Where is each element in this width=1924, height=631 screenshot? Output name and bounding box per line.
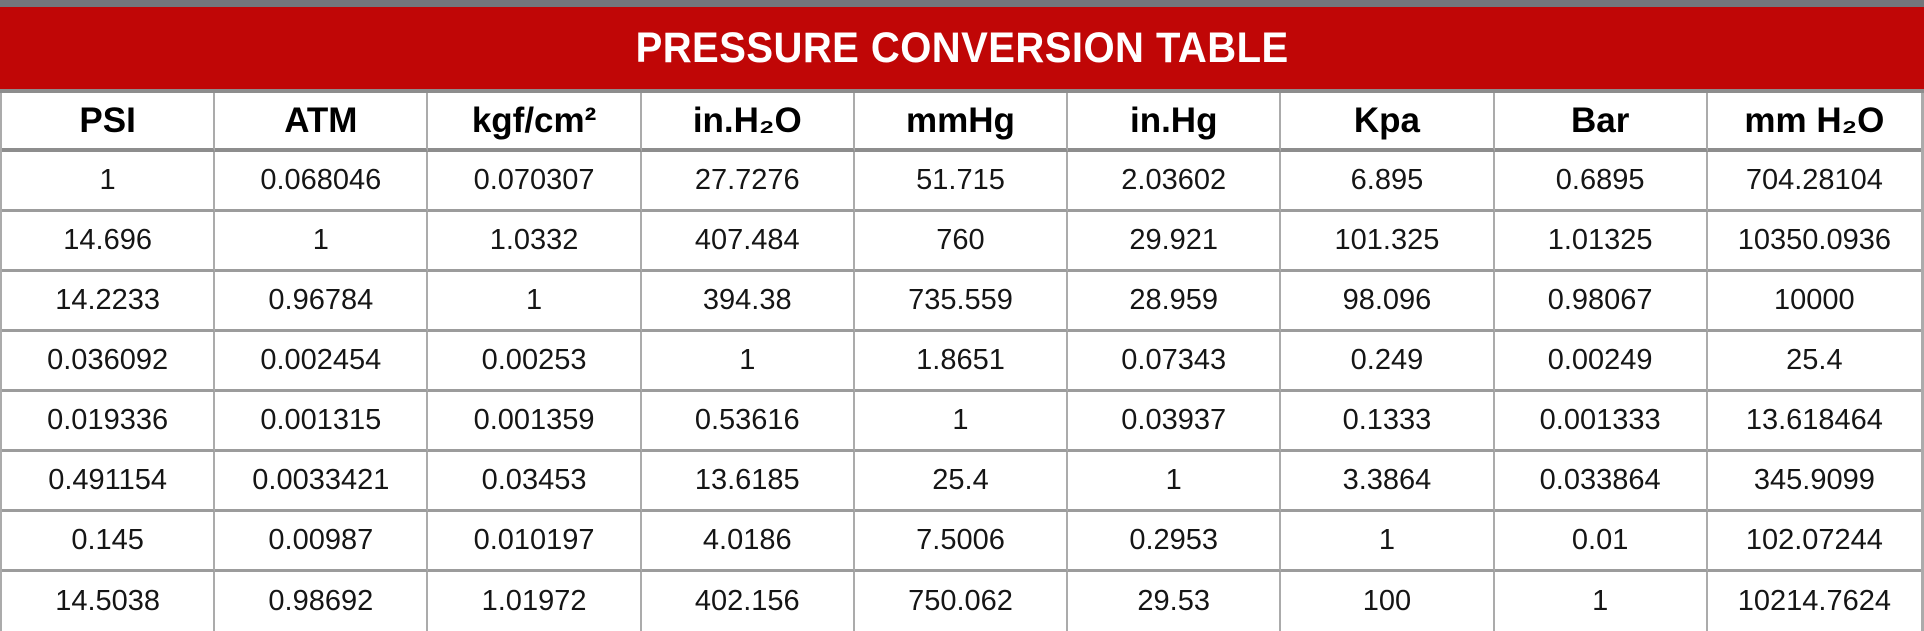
column-header: Kpa <box>1281 93 1495 152</box>
table-cell: 10000 <box>1707 272 1921 332</box>
table-cell: 2.03602 <box>1068 152 1282 212</box>
table-cell: 102.07244 <box>1707 512 1921 572</box>
table-cell: 0.96784 <box>215 272 429 332</box>
table-cell: 29.53 <box>1068 572 1282 631</box>
table-cell: 1 <box>215 212 429 272</box>
table-cell: 1 <box>1068 452 1282 512</box>
table-cell: 735.559 <box>854 272 1069 332</box>
table-cell: 0.53616 <box>641 392 855 452</box>
table-cell: 0.010197 <box>428 512 642 572</box>
column-header: mmHg <box>854 93 1069 152</box>
table-cell: 1 <box>1495 572 1708 631</box>
table-cell: 0.07343 <box>1068 332 1282 392</box>
table-cell: 13.6185 <box>641 452 855 512</box>
table-cell: 0.001315 <box>215 392 429 452</box>
table-cell: 6.895 <box>1281 152 1495 212</box>
table-cell: 0.070307 <box>428 152 642 212</box>
table-cell: 407.484 <box>641 212 855 272</box>
table-cell: 0.03453 <box>428 452 642 512</box>
table-cell: 402.156 <box>642 572 855 631</box>
column-header: in.Hg <box>1068 93 1282 152</box>
table-cell: 98.096 <box>1281 272 1495 332</box>
table-cell: 25.4 <box>1707 332 1921 392</box>
column-header: Bar <box>1494 93 1708 152</box>
table-cell: 1 <box>2 152 216 212</box>
table-cell: 0.98067 <box>1494 272 1708 332</box>
table-cell: 101.325 <box>1281 212 1495 272</box>
table-cell: 0.0033421 <box>215 452 429 512</box>
table-cell: 0.033864 <box>1494 452 1708 512</box>
table-cell: 10350.0936 <box>1707 212 1921 272</box>
top-border-strip <box>0 0 1924 7</box>
table-cell: 1.01325 <box>1494 212 1708 272</box>
table-cell: 25.4 <box>854 452 1069 512</box>
table-cell: 0.036092 <box>2 332 216 392</box>
table-cell: 0.019336 <box>2 392 216 452</box>
table-cell: 28.959 <box>1068 272 1282 332</box>
column-header: mm H₂O <box>1707 93 1921 152</box>
table-cell: 0.98692 <box>215 572 429 631</box>
table-cell: 0.1333 <box>1281 392 1495 452</box>
table-cell: 0.001333 <box>1494 392 1708 452</box>
table-cell: 1 <box>428 272 642 332</box>
conversion-table: PSI ATM kgf/cm² in.H₂O mmHg in.Hg Kpa Bar mm H₂O… <box>0 93 1924 631</box>
table-cell: 7.5006 <box>854 512 1069 572</box>
table-cell: 1 <box>641 332 855 392</box>
table-cell: 1 <box>854 392 1069 452</box>
table-cell: 0.03937 <box>1068 392 1282 452</box>
table-cell: 0.145 <box>2 512 216 572</box>
table-cell: 704.28104 <box>1707 152 1921 212</box>
table-cell: 750.062 <box>855 572 1069 631</box>
table-cell: 345.9099 <box>1707 452 1921 512</box>
table-cell: 0.001359 <box>428 392 642 452</box>
table-cell: 0.6895 <box>1494 152 1708 212</box>
table-cell: 0.491154 <box>2 452 216 512</box>
table-cell: 1 <box>1281 512 1495 572</box>
table-cell: 0.00253 <box>428 332 642 392</box>
table-cell: 760 <box>854 212 1069 272</box>
table-cell: 29.921 <box>1068 212 1282 272</box>
table-cell: 1.8651 <box>854 332 1069 392</box>
table-cell: 0.249 <box>1281 332 1495 392</box>
table-cell: 4.0186 <box>641 512 855 572</box>
table-cell: 13.618464 <box>1707 392 1921 452</box>
table-cell: 0.00987 <box>215 512 429 572</box>
column-header: kgf/cm² <box>428 93 642 152</box>
table-cell: 100 <box>1281 572 1495 631</box>
column-header: ATM <box>215 93 429 152</box>
table-cell: 3.3864 <box>1281 452 1495 512</box>
table-cell: 14.2233 <box>2 272 216 332</box>
table-cell: 27.7276 <box>641 152 855 212</box>
page-title: PRESSURE CONVERSION TABLE <box>635 23 1289 72</box>
column-header: in.H₂O <box>641 93 855 152</box>
table-cell: 51.715 <box>854 152 1069 212</box>
table-cell: 1.0332 <box>428 212 642 272</box>
table-cell: 0.01 <box>1494 512 1708 572</box>
table-cell: 0.068046 <box>215 152 429 212</box>
table-cell: 0.00249 <box>1494 332 1708 392</box>
table-cell: 14.5038 <box>2 572 216 631</box>
table-cell: 14.696 <box>2 212 216 272</box>
table-cell: 394.38 <box>641 272 855 332</box>
table-cell: 0.2953 <box>1068 512 1282 572</box>
title-banner: PRESSURE CONVERSION TABLE <box>0 7 1924 93</box>
table-cell: 1.01972 <box>428 572 642 631</box>
table-cell: 10214.7624 <box>1737 585 1891 617</box>
table-cell: 0.002454 <box>215 332 429 392</box>
column-header: PSI <box>2 93 216 152</box>
